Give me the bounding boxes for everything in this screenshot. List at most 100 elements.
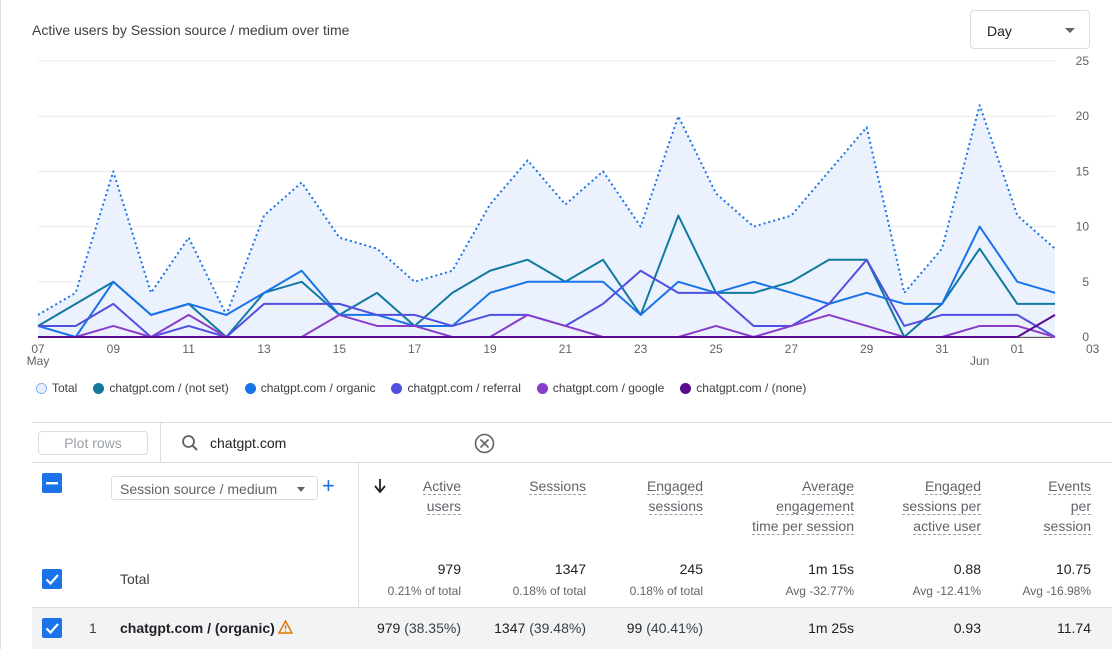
circle-icon xyxy=(93,382,105,394)
series-line-2 xyxy=(37,225,1056,338)
column-header-sessions[interactable]: Sessions xyxy=(529,478,586,495)
x-tick-label: 07 xyxy=(31,342,45,356)
totals-label: Total xyxy=(120,571,150,587)
legend-label: chatgpt.com / referral xyxy=(407,381,521,395)
series-line-total xyxy=(37,104,1056,316)
divider xyxy=(160,422,161,462)
x-month-label: May xyxy=(27,354,50,368)
chart-legend: Total chatgpt.com / (not set) chatgpt.co… xyxy=(36,381,822,395)
row-events-per-session: 11.74 xyxy=(1057,620,1091,636)
x-tick-label: 17 xyxy=(408,342,422,356)
search-input[interactable] xyxy=(210,433,470,453)
plot-rows-button[interactable]: Plot rows xyxy=(38,431,148,455)
column-header-avg-engagement-time[interactable]: Average engagement time per session xyxy=(752,478,854,535)
column-header-engaged-sessions-per-user[interactable]: Engaged sessions per active user xyxy=(902,478,981,535)
row-sessions: 1347 (39.48%) xyxy=(494,620,586,636)
legend-item-google[interactable]: chatgpt.com / google xyxy=(536,381,665,395)
legend-label: chatgpt.com / (none) xyxy=(696,381,807,395)
legend-item-referral[interactable]: chatgpt.com / referral xyxy=(391,381,521,395)
select-all-checkbox[interactable] xyxy=(42,473,62,493)
total-area xyxy=(38,105,1055,337)
add-dimension-icon[interactable]: + xyxy=(322,473,335,498)
legend-item-total[interactable]: Total xyxy=(36,381,77,395)
x-tick-label: 01 xyxy=(1011,342,1025,356)
total-avg-delta: Avg -16.98% xyxy=(1022,584,1092,598)
x-tick-label: 27 xyxy=(785,342,799,356)
y-tick-label: 20 xyxy=(1076,109,1090,123)
row-dimension-value[interactable]: chatgpt.com / (organic) xyxy=(120,620,275,636)
x-tick-label: 15 xyxy=(333,342,347,356)
row-engaged-per-user: 0.93 xyxy=(953,620,981,636)
totals-checkbox[interactable] xyxy=(42,569,62,589)
divider xyxy=(32,462,1112,463)
x-tick-label: 19 xyxy=(483,342,497,356)
chevron-down-icon xyxy=(297,487,305,492)
total-engaged-per-user: 0.88 xyxy=(953,561,981,577)
column-header-events-per-session[interactable]: Events per session xyxy=(1043,478,1091,535)
column-divider xyxy=(358,463,359,649)
x-tick-label: 25 xyxy=(709,342,723,356)
total-engaged-sessions: 245 xyxy=(679,561,703,577)
y-tick-label: 5 xyxy=(1082,275,1089,289)
x-tick-label: 09 xyxy=(107,342,121,356)
total-share: 0.21% of total xyxy=(387,584,461,598)
dotted-circle-icon xyxy=(36,382,47,394)
row-engaged-sessions: 99 (40.41%) xyxy=(626,620,703,636)
y-tick-label: 25 xyxy=(1076,55,1090,68)
dimension-label: Session source / medium xyxy=(120,481,278,497)
line-chart[interactable]: 25 20 15 10 5 0 07 09 11 13 15 17 19 21 23 25 27 29 31 01 0… xyxy=(0,55,1112,375)
total-events-per-session: 10.75 xyxy=(1055,561,1091,577)
row-index: 1 xyxy=(89,620,97,636)
dimension-select[interactable]: Session source / medium xyxy=(111,476,318,500)
y-axis: 25 20 15 10 5 0 xyxy=(1076,55,1090,344)
total-avg-engagement: 1m 15s xyxy=(808,561,854,577)
series-line-5 xyxy=(38,314,1056,338)
legend-label: chatgpt.com / google xyxy=(552,381,665,395)
legend-label: chatgpt.com / organic xyxy=(260,381,376,395)
sort-descending-icon[interactable] xyxy=(373,478,387,499)
total-sessions: 1347 xyxy=(554,561,586,577)
column-header-engaged-sessions[interactable]: Engaged sessions xyxy=(646,478,703,515)
column-header-active-users[interactable]: Active users xyxy=(422,478,461,515)
x-tick-label: 31 xyxy=(935,342,949,356)
total-avg-delta: Avg -12.41% xyxy=(912,584,982,598)
table-row[interactable] xyxy=(32,608,1112,649)
granularity-value: Day xyxy=(987,23,1012,39)
x-tick-label: 11 xyxy=(182,342,195,356)
chart-lines xyxy=(37,104,1056,338)
y-tick-label: 10 xyxy=(1076,220,1090,234)
row-avg-engagement: 1m 25s xyxy=(808,620,854,636)
divider xyxy=(32,422,1112,423)
x-tick-label: 21 xyxy=(559,342,573,356)
x-tick-label: 13 xyxy=(257,342,271,356)
row-checkbox[interactable] xyxy=(42,618,62,638)
legend-item-organic[interactable]: chatgpt.com / organic xyxy=(244,381,376,395)
series-line-4 xyxy=(38,313,1056,338)
circle-icon xyxy=(244,382,256,394)
chevron-down-icon xyxy=(1065,28,1075,33)
series-area-total xyxy=(38,105,1055,337)
legend-item-not-set[interactable]: chatgpt.com / (not set) xyxy=(93,381,229,395)
x-axis: 07 09 11 13 15 17 19 21 23 25 27 29 31 01 03 May Jun xyxy=(27,342,1100,368)
x-month-label: Jun xyxy=(970,354,989,368)
warning-icon[interactable] xyxy=(277,619,294,639)
search-icon xyxy=(181,434,199,457)
chart-title: Active users by Session source / medium … xyxy=(32,22,350,38)
legend-item-none[interactable]: chatgpt.com / (none) xyxy=(680,381,806,395)
circle-icon xyxy=(680,382,692,394)
x-tick-label: 23 xyxy=(634,342,648,356)
total-share: 0.18% of total xyxy=(512,584,586,598)
total-active-users: 979 xyxy=(437,561,461,577)
total-avg-delta: Avg -32.77% xyxy=(785,584,855,598)
y-tick-label: 0 xyxy=(1082,330,1089,344)
panel-left-border xyxy=(0,0,1,649)
legend-label: Total xyxy=(52,381,78,395)
circle-icon xyxy=(536,382,548,394)
x-tick-label: 29 xyxy=(860,342,874,356)
granularity-select[interactable]: Day xyxy=(970,10,1090,49)
divider xyxy=(32,607,1112,608)
clear-search-icon[interactable] xyxy=(474,433,495,459)
x-tick-label: 03 xyxy=(1086,342,1100,356)
row-active-users: 979 (38.35%) xyxy=(376,620,461,636)
total-share: 0.18% of total xyxy=(629,584,703,598)
